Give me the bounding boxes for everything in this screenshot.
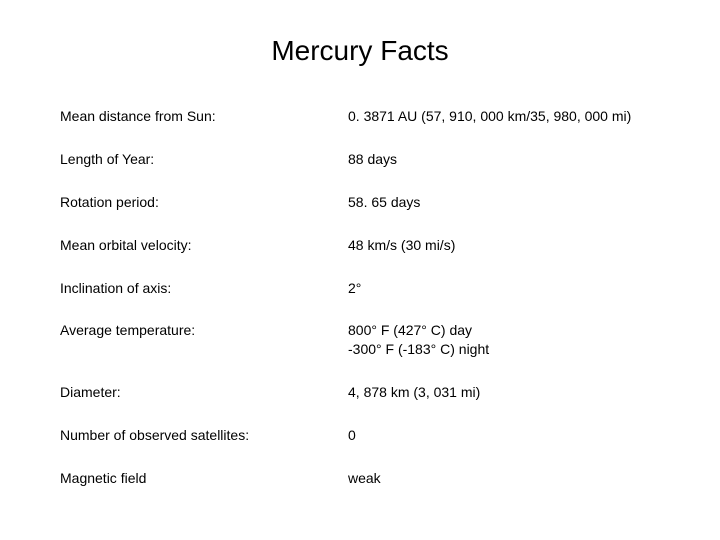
table-row: Length of Year: 88 days xyxy=(60,150,660,193)
fact-value: 48 km/s (30 mi/s) xyxy=(348,236,660,279)
fact-value: 58. 65 days xyxy=(348,193,660,236)
table-row: Diameter: 4, 878 km (3, 031 mi) xyxy=(60,383,660,426)
fact-value: 88 days xyxy=(348,150,660,193)
fact-label: Number of observed satellites: xyxy=(60,426,348,469)
facts-table: Mean distance from Sun: 0. 3871 AU (57, … xyxy=(60,107,660,512)
fact-label: Inclination of axis: xyxy=(60,279,348,322)
fact-value: weak xyxy=(348,469,660,512)
fact-value: 0 xyxy=(348,426,660,469)
fact-label: Average temperature: xyxy=(60,321,348,383)
fact-label: Length of Year: xyxy=(60,150,348,193)
table-row: Number of observed satellites: 0 xyxy=(60,426,660,469)
fact-label: Mean orbital velocity: xyxy=(60,236,348,279)
table-row: Rotation period: 58. 65 days xyxy=(60,193,660,236)
fact-value: 2° xyxy=(348,279,660,322)
table-row: Average temperature: 800° F (427° C) day… xyxy=(60,321,660,383)
table-row: Mean distance from Sun: 0. 3871 AU (57, … xyxy=(60,107,660,150)
table-row: Mean orbital velocity: 48 km/s (30 mi/s) xyxy=(60,236,660,279)
fact-value: 800° F (427° C) day-300° F (-183° C) nig… xyxy=(348,321,660,383)
fact-label: Rotation period: xyxy=(60,193,348,236)
fact-label: Diameter: xyxy=(60,383,348,426)
page-title: Mercury Facts xyxy=(60,35,660,67)
fact-value: 4, 878 km (3, 031 mi) xyxy=(348,383,660,426)
fact-label: Magnetic field xyxy=(60,469,348,512)
fact-value: 0. 3871 AU (57, 910, 000 km/35, 980, 000… xyxy=(348,107,660,150)
table-row: Magnetic field weak xyxy=(60,469,660,512)
fact-label: Mean distance from Sun: xyxy=(60,107,348,150)
table-row: Inclination of axis: 2° xyxy=(60,279,660,322)
